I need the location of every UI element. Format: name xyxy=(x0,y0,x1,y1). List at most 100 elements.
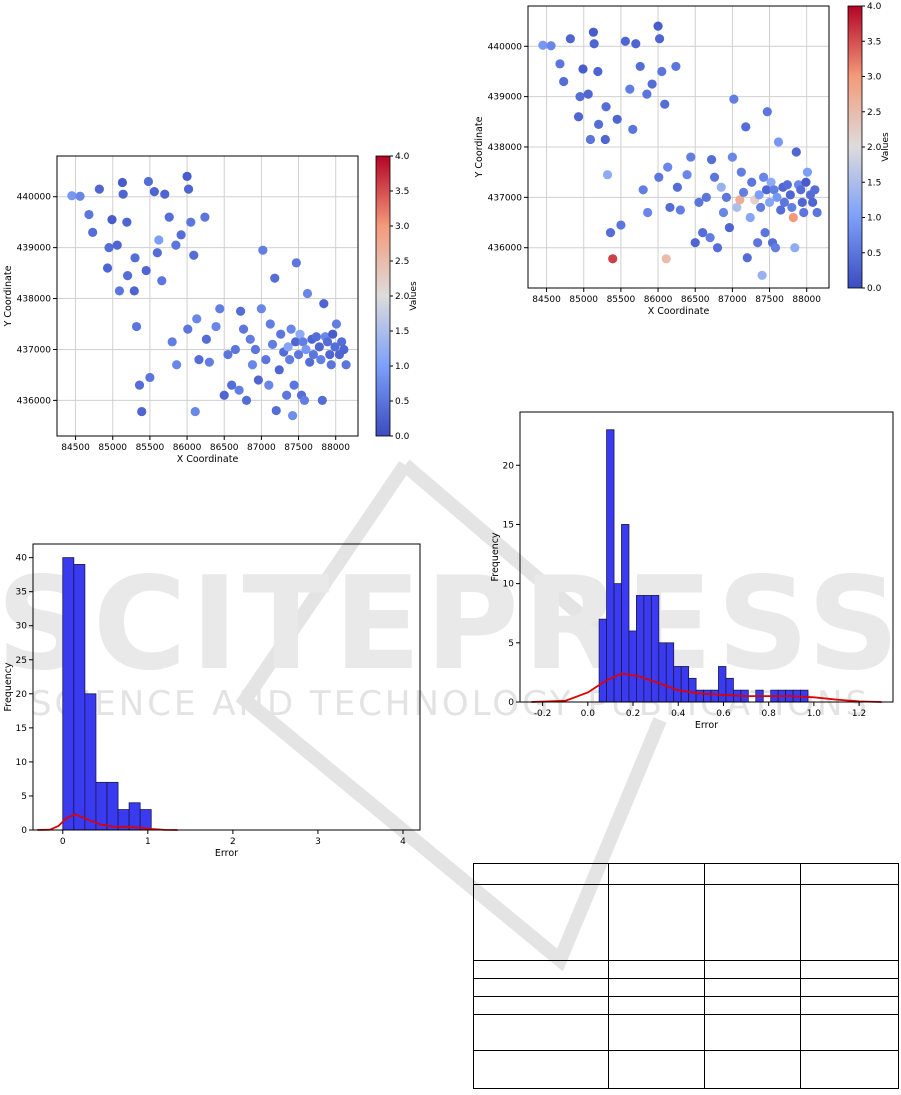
y-tick-label: 440000 xyxy=(488,42,523,52)
histogram-bar xyxy=(106,781,119,831)
scatter-point xyxy=(754,190,764,200)
scatter-point xyxy=(137,406,147,417)
x-tick-label: 86500 xyxy=(210,443,239,453)
scatter-point xyxy=(261,355,271,365)
scatter-point xyxy=(285,355,295,365)
plot-frame xyxy=(32,543,421,831)
y-tick-label: 15 xyxy=(16,724,27,734)
scatter-point xyxy=(686,152,696,162)
x-tick-label: 87000 xyxy=(247,443,276,453)
scatter-point xyxy=(565,34,575,44)
scatter-point xyxy=(186,217,196,227)
histogram-bar xyxy=(73,564,86,831)
scatter-point xyxy=(665,202,675,213)
scatter-point xyxy=(176,230,186,240)
scatter-point xyxy=(756,202,766,213)
colorbar-tick-label: 3.0 xyxy=(867,73,882,83)
scatter-point xyxy=(732,202,742,213)
scatter-point xyxy=(319,299,329,309)
scatter-point xyxy=(773,137,784,147)
scatter-point xyxy=(585,134,596,145)
scatter-point xyxy=(283,342,293,352)
scatter-point xyxy=(724,222,735,233)
scatter-point xyxy=(295,329,305,339)
scatter-point xyxy=(152,248,162,258)
x-tick-label: 88000 xyxy=(321,443,350,453)
table-row xyxy=(473,884,899,961)
scatter-point xyxy=(167,337,177,347)
x-tick-label: 86500 xyxy=(681,295,710,305)
scatter-point xyxy=(747,177,757,187)
scatter-point xyxy=(602,170,613,180)
table-cell xyxy=(473,978,609,997)
scatter-point xyxy=(302,288,313,299)
scatter-point xyxy=(766,177,776,187)
kde-curve xyxy=(531,672,882,703)
scatter-point xyxy=(287,411,298,421)
scatter-point xyxy=(682,170,692,180)
x-tick-label: 85000 xyxy=(98,443,127,453)
histogram-bar xyxy=(139,809,152,831)
histogram-bar xyxy=(613,583,622,703)
scatter-point xyxy=(67,191,77,201)
table-cell xyxy=(800,978,899,997)
y-tick-label: 20 xyxy=(16,690,28,700)
table-row xyxy=(473,960,899,979)
table-cell xyxy=(704,1014,801,1051)
histogram-bar xyxy=(688,677,697,703)
scatter-point xyxy=(75,191,85,201)
table-cell xyxy=(608,978,705,997)
y-tick-label: 436000 xyxy=(488,244,523,254)
scatter-point xyxy=(286,324,296,334)
scatter-point xyxy=(201,334,211,344)
x-tick-label: 0.8 xyxy=(762,709,777,719)
scatter-point xyxy=(706,154,717,165)
scatter-point xyxy=(293,349,304,360)
x-axis-label: X Coordinate xyxy=(648,306,710,317)
colorbar-tick-label: 3.5 xyxy=(867,37,881,47)
x-tick-label: 0.6 xyxy=(716,709,731,719)
scatter-chart-2: 84500 85000 85500 86000 86500 87000 87500 88000… xyxy=(474,2,891,317)
x-tick-label: -0.2 xyxy=(534,709,552,719)
scatter-point xyxy=(235,306,246,316)
scatter-point xyxy=(642,89,652,99)
histogram-bar xyxy=(665,642,675,703)
scatter-point xyxy=(762,107,772,117)
scatter-point xyxy=(134,380,145,390)
scatter-point xyxy=(118,189,128,199)
table-cell xyxy=(473,863,609,885)
colorbar-tick-label: 1.0 xyxy=(395,362,410,372)
scatter-point xyxy=(760,228,770,238)
scatter-point xyxy=(183,184,194,194)
colorbar-tick-label: 0.5 xyxy=(395,397,409,407)
scatter-point xyxy=(705,233,715,243)
scatter-point xyxy=(583,89,593,99)
scatter-point xyxy=(183,324,193,334)
table-cell xyxy=(704,1050,801,1089)
scatter-point xyxy=(143,176,154,187)
scatter-point xyxy=(282,390,292,400)
scatter-point xyxy=(270,273,280,283)
scatter-point xyxy=(736,167,746,177)
histogram-bar xyxy=(84,693,97,831)
colorbar-tick-label: 3.0 xyxy=(395,222,410,232)
x-tick-label: 87500 xyxy=(284,443,313,453)
table-row xyxy=(473,996,899,1015)
scatter-point xyxy=(635,61,645,72)
colorbar-tick-label: 0.0 xyxy=(867,284,882,294)
scatter-point xyxy=(238,324,249,334)
scatter-point xyxy=(616,220,626,230)
scatter-point xyxy=(291,258,301,268)
scatter-point xyxy=(620,36,630,46)
scatter-point xyxy=(742,253,752,263)
histogram-bar xyxy=(62,557,75,831)
scatter-point xyxy=(271,405,281,416)
scatter-point xyxy=(160,189,170,199)
y-tick-label: 10 xyxy=(503,580,515,590)
y-tick-label: 0 xyxy=(21,826,27,836)
table-cell xyxy=(800,1050,899,1089)
scatter-point xyxy=(88,227,98,237)
plot-frame xyxy=(519,411,894,703)
scatter-point xyxy=(729,94,739,104)
